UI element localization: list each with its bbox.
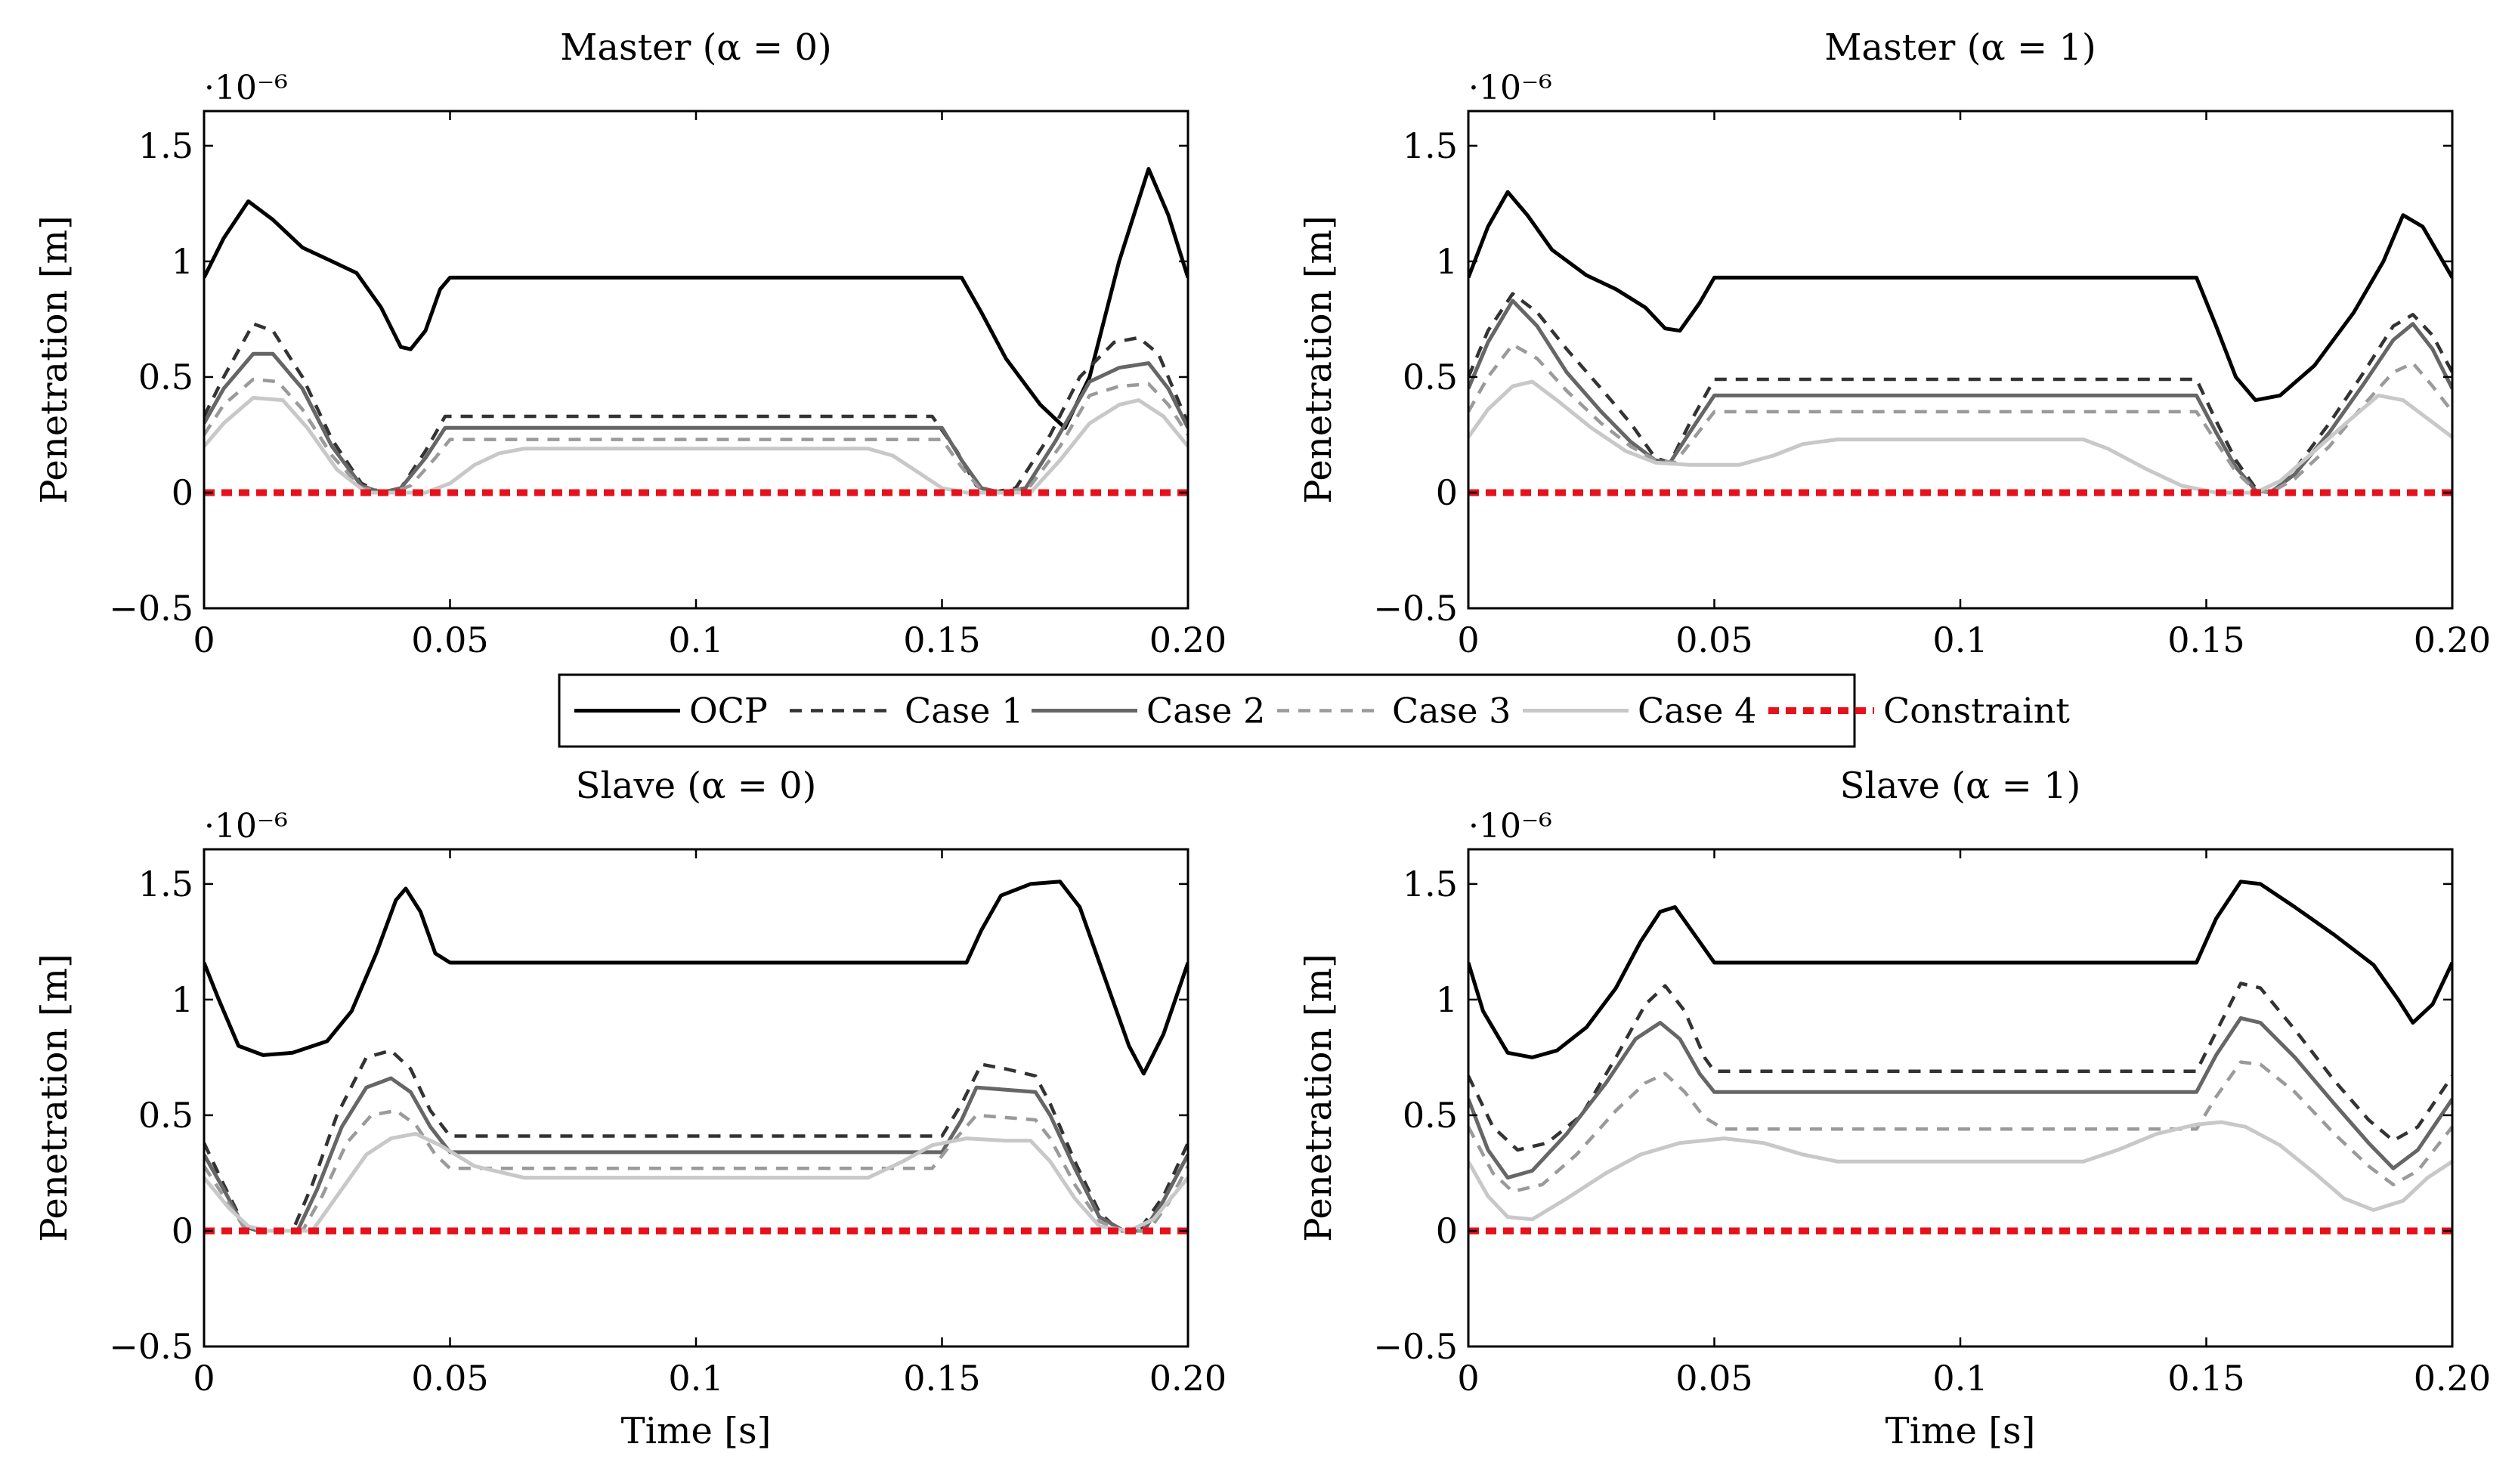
y-tick-label: −0.5 [109,588,193,629]
series-line-case-2 [204,1076,1188,1233]
x-tick-label: 0 [193,620,215,660]
y-tick-label: 1 [1436,979,1458,1020]
x-tick-label: 0.05 [411,620,488,660]
y-tick-label: 0.5 [1403,357,1458,397]
series-line-case-1 [1468,292,2452,495]
series-group [1468,880,2452,1235]
y-tick-label: 1 [1436,241,1458,282]
x-tick-label: 0.05 [411,1358,488,1399]
series-line-ocp [204,880,1188,1076]
series-line-case-1 [1468,982,2452,1152]
series-line-case-4 [1468,379,2452,495]
series-group [204,880,1188,1235]
series-line-ocp [1468,190,2452,403]
x-axis-label: Time [s] [1885,1410,2036,1452]
axes-frame [203,110,1189,610]
legend-label-case-3: Case 3 [1392,691,1511,731]
panel-title: Master (α = 0) [560,26,831,69]
y-tick-label: 1.5 [138,125,193,166]
series-line-case-2 [1468,1016,2452,1180]
y-tick-label: 0.5 [138,1095,193,1136]
series-line-case-3 [1468,1060,2452,1194]
series-group [204,167,1188,496]
x-tick-label: 0 [1457,620,1479,660]
series-line-case-4 [1468,1120,2452,1222]
series-group [1468,190,2452,496]
x-tick-label: 0.1 [1932,1358,1988,1399]
x-tick-label: 0.15 [903,620,980,660]
y-tick-label: 0.5 [1403,1095,1458,1136]
x-tick-label: 0.20 [1149,1358,1227,1399]
y-tick-label: 0 [172,472,193,513]
series-line-case-2 [1468,298,2452,495]
x-tick-label: 0.15 [2167,1358,2244,1399]
y-tick-label: 1 [172,241,193,282]
x-tick-label: 0.15 [2167,620,2244,660]
panels: 0 0.05 0.1 0.15 0.20−0.500.511.5·10⁻⁶Master … [33,26,2491,1452]
legend-label-case-1: Case 1 [905,691,1023,731]
series-line-case-1 [204,322,1188,495]
y-tick-label: −0.5 [1373,588,1458,629]
y-tick-label: 1.5 [1403,125,1458,166]
x-tick-label: 0.20 [1149,620,1227,660]
y-exponent-label: ·10⁻⁶ [1468,807,1552,846]
panel-title: Master (α = 1) [1824,26,2096,69]
legend-label-constraint: Constraint [1883,691,2070,731]
legend-label-ocp: OCP [689,691,768,731]
x-tick-label: 0 [1457,1358,1479,1399]
y-tick-label: 0 [1436,472,1458,513]
y-exponent-label: ·10⁻⁶ [204,69,288,107]
x-tick-label: 0.05 [1675,620,1752,660]
y-tick-label: 0 [172,1210,193,1251]
series-line-case-1 [204,1049,1188,1233]
y-exponent-label: ·10⁻⁶ [1468,69,1552,107]
y-axis-label: Penetration [m] [1298,954,1340,1241]
x-tick-label: 0.20 [2414,1358,2491,1399]
x-tick-label: 0.20 [2414,620,2491,660]
y-tick-label: −0.5 [109,1326,193,1367]
series-line-case-2 [204,351,1188,495]
axes-frame [1467,110,2454,610]
legend-label-case-4: Case 4 [1638,691,1756,731]
panel-title: Slave (α = 0) [576,765,817,807]
y-axis-label: Penetration [m] [1298,215,1340,503]
y-tick-label: 0 [1436,1210,1458,1251]
x-tick-label: 0.05 [1675,1358,1752,1399]
y-tick-label: 1.5 [1403,864,1458,904]
legend-box [558,673,1856,748]
x-tick-label: 0.1 [1932,620,1988,660]
x-tick-label: 0.1 [668,1358,723,1399]
y-tick-label: 1.5 [138,864,193,904]
y-tick-label: 1 [172,979,193,1020]
series-line-ocp [204,167,1188,430]
panel-title: Slave (α = 1) [1840,765,2081,807]
axes-frame [1467,848,2454,1348]
series-line-case-4 [204,1131,1188,1233]
y-tick-label: −0.5 [1373,1326,1458,1367]
y-exponent-label: ·10⁻⁶ [204,807,288,846]
chart-panel-1: 0 0.05 0.1 0.15 0.20−0.500.511.5·10⁻⁶Master … [33,26,1227,660]
legend-label-case-2: Case 2 [1146,691,1265,731]
x-tick-label: 0.1 [668,620,723,660]
y-axis-label: Penetration [m] [33,215,76,503]
y-tick-label: 0.5 [138,357,193,397]
series-line-ocp [1468,880,2452,1059]
y-axis-label: Penetration [m] [33,954,76,1241]
chart-panel-2: 0 0.05 0.1 0.15 0.20−0.500.511.5·10⁻⁶Master … [1298,26,2491,660]
series-line-case-3 [204,1108,1188,1233]
x-tick-label: 0.15 [903,1358,980,1399]
legend: OCP Case 1 Case 2 Case 3 Case 4 Constraint [558,673,2070,748]
series-line-case-4 [204,396,1188,495]
series-line-case-3 [1468,342,2452,495]
x-axis-label: Time [s] [621,1410,772,1452]
x-tick-label: 0 [193,1358,215,1399]
series-line-case-3 [204,377,1188,495]
